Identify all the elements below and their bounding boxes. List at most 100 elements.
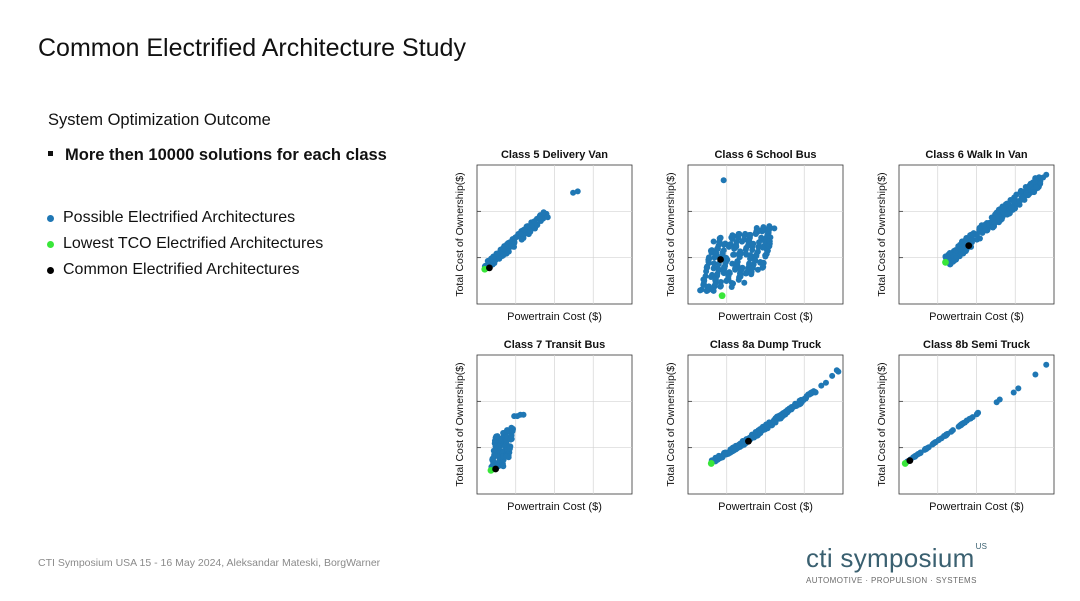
data-point xyxy=(781,409,788,416)
data-point xyxy=(697,287,704,294)
data-point xyxy=(728,280,735,287)
data-point xyxy=(536,214,543,221)
data-point xyxy=(721,451,728,458)
highlight-point xyxy=(492,465,499,473)
data-point xyxy=(976,235,983,242)
data-point xyxy=(752,230,759,237)
data-point xyxy=(705,254,712,261)
data-point xyxy=(1019,196,1026,203)
data-point xyxy=(518,236,525,243)
data-point xyxy=(778,413,785,420)
chart-title: Class 7 Transit Bus xyxy=(504,339,606,351)
logo-sup: US xyxy=(975,542,988,552)
data-point xyxy=(703,288,710,295)
data-point xyxy=(721,264,728,271)
data-point xyxy=(766,238,773,245)
data-point xyxy=(732,266,739,273)
legend-item-possible: Possible Electrified Architectures xyxy=(47,205,323,231)
black-dot-icon xyxy=(47,266,54,274)
data-point xyxy=(707,247,714,254)
data-point xyxy=(980,222,987,229)
chart-5: Class 8a Dump Truck Powertrain Cost ($) To… xyxy=(665,339,844,513)
data-point xyxy=(749,264,756,271)
chart-2: Class 6 School Bus Powertrain Cost ($) Tot… xyxy=(665,149,844,323)
data-point xyxy=(966,415,973,422)
x-axis-label: Powertrain Cost ($) xyxy=(718,311,813,323)
highlight-point xyxy=(906,457,914,465)
legend-label: Possible Electrified Architectures xyxy=(63,209,296,226)
data-point xyxy=(758,234,765,241)
data-point xyxy=(835,368,842,375)
data-point xyxy=(717,283,724,290)
data-point xyxy=(747,231,754,238)
data-point xyxy=(1004,211,1011,218)
highlight-point xyxy=(486,264,493,272)
legend-item-common: Common Electrified Architectures xyxy=(47,257,323,283)
bullet-point: More then 10000 solutions for each class xyxy=(48,146,387,165)
series xyxy=(965,242,973,250)
data-point xyxy=(990,215,997,222)
data-point xyxy=(1000,205,1007,212)
data-point xyxy=(503,453,510,460)
data-point xyxy=(791,402,798,409)
data-point xyxy=(922,445,929,452)
data-point xyxy=(741,232,748,239)
series xyxy=(707,460,715,467)
y-axis-label: Total Cost of Ownership($) xyxy=(665,172,677,296)
legend: Possible Electrified Architectures Lowes… xyxy=(47,205,323,283)
x-axis-label: Powertrain Cost ($) xyxy=(718,501,813,513)
data-point xyxy=(714,245,721,252)
data-point xyxy=(812,389,819,396)
data-point xyxy=(960,250,967,257)
data-point xyxy=(485,257,492,264)
data-point xyxy=(540,209,547,216)
data-point xyxy=(829,372,836,379)
data-point xyxy=(1033,183,1040,190)
chart-3: Class 6 Walk In Van Powertrain Cost ($) To… xyxy=(876,149,1055,323)
data-point xyxy=(942,432,949,439)
series xyxy=(488,411,527,472)
data-point xyxy=(509,428,516,435)
data-point xyxy=(701,277,708,284)
highlight-point xyxy=(942,258,949,266)
data-point xyxy=(544,214,551,221)
data-point xyxy=(1026,182,1033,189)
data-point xyxy=(752,257,759,264)
data-point xyxy=(1010,198,1017,205)
data-point xyxy=(512,234,519,241)
data-point xyxy=(1043,361,1050,368)
data-point xyxy=(731,251,738,258)
data-point xyxy=(733,243,740,250)
data-point xyxy=(493,250,500,257)
square-bullet-icon xyxy=(48,151,53,157)
data-point xyxy=(531,218,538,225)
bullet-text: More then 10000 solutions for each class xyxy=(65,146,387,164)
data-point xyxy=(725,274,732,281)
cti-symposium-logo: cti symposiumUS AUTOMOTIVE · PROPULSION … xyxy=(806,542,1006,593)
data-point xyxy=(710,287,717,294)
logo-word: cti symposium xyxy=(806,543,975,573)
data-point xyxy=(500,251,507,258)
x-axis-label: Powertrain Cost ($) xyxy=(929,311,1024,323)
data-point xyxy=(1024,191,1031,198)
data-point xyxy=(729,232,736,239)
series xyxy=(486,264,493,272)
highlight-point xyxy=(745,437,752,445)
data-point xyxy=(574,188,581,195)
data-point xyxy=(757,430,764,437)
data-point xyxy=(911,453,918,460)
data-point xyxy=(974,410,981,417)
chart-title: Class 8b Semi Truck xyxy=(923,339,1031,351)
series xyxy=(942,258,949,266)
data-point xyxy=(1008,205,1015,212)
data-point xyxy=(716,238,723,245)
slide-title: Common Electrified Architecture Study xyxy=(38,34,466,62)
data-point xyxy=(520,411,527,418)
data-point xyxy=(505,248,512,255)
data-point xyxy=(762,251,769,258)
y-axis-label: Total Cost of Ownership($) xyxy=(454,362,466,486)
data-point xyxy=(916,450,923,457)
data-point xyxy=(1010,389,1017,396)
x-axis-label: Powertrain Cost ($) xyxy=(929,501,1024,513)
